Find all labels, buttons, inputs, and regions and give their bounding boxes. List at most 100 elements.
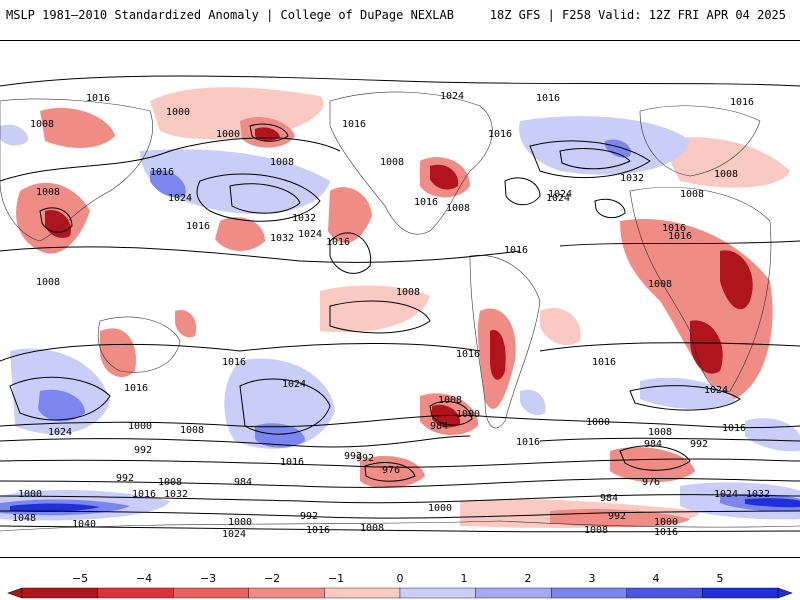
anomaly-area <box>255 423 305 448</box>
colorbar-tick-label: 2 <box>525 572 532 585</box>
isobar <box>329 232 372 274</box>
europe-outline <box>639 105 761 177</box>
isobar-label: 992 <box>356 453 374 464</box>
colorbar-min-arrow <box>7 587 23 599</box>
isobar-label: 1024 <box>548 189 572 200</box>
isobar-label: 1016 <box>86 93 110 104</box>
isobar <box>0 246 521 263</box>
colorbar-tick-label: 3 <box>589 572 596 585</box>
colorbar-max-arrow <box>777 587 793 599</box>
colorbar-bands <box>7 587 793 599</box>
isobar-label: 1016 <box>654 527 678 538</box>
isobar-label: 1016 <box>516 437 540 448</box>
anomaly-area <box>100 328 136 378</box>
isobar-label: 1016 <box>592 357 616 368</box>
anomaly-area <box>38 389 85 422</box>
colorbar-legend: −5 −4 −3 −2 −1 0 1 2 3 4 5 <box>0 566 800 600</box>
anomaly-area <box>660 137 790 188</box>
colorbar-ticks: −5 −4 −3 −2 −1 0 1 2 3 4 5 <box>72 572 724 585</box>
isobar <box>539 342 800 352</box>
anomaly-area <box>519 116 690 175</box>
isobar <box>629 385 741 411</box>
isobar <box>0 414 800 429</box>
isobar <box>0 510 800 519</box>
isobar-label: 1024 <box>714 489 738 500</box>
model-run-label: 18Z GFS | F258 Valid: 12Z FRI APR 04 202… <box>489 8 786 22</box>
isobar-label: 1008 <box>180 425 204 436</box>
isobar-label: 1016 <box>280 457 304 468</box>
colorbar-band <box>21 587 98 599</box>
isobar-label: 992 <box>344 451 362 462</box>
anomaly-area <box>605 139 631 158</box>
isobar-label: 1008 <box>36 277 60 288</box>
isobar-label: 1016 <box>722 423 746 434</box>
anomaly-area <box>328 187 372 243</box>
isobar-label: 992 <box>300 511 318 522</box>
antarctica-outline <box>0 520 800 532</box>
isobar-label: 1008 <box>270 157 294 168</box>
isobar-label: 1016 <box>132 489 156 500</box>
north-america-outline <box>329 91 493 235</box>
isobar <box>559 240 800 247</box>
isobar-label: 1008 <box>648 427 672 438</box>
isobar <box>9 376 111 421</box>
colorbar-band <box>248 587 325 599</box>
isobar <box>39 207 73 233</box>
colorbar-tick-label: 5 <box>717 572 724 585</box>
isobar <box>196 173 321 222</box>
isobar-label: 1024 <box>440 91 464 102</box>
coastlines <box>0 91 800 532</box>
isobar-label: 984 <box>430 421 448 432</box>
isobar-label: 1016 <box>488 129 512 140</box>
isobar-label: 1000 <box>166 107 190 118</box>
isobar-label: 1024 <box>222 529 246 540</box>
isobar <box>0 137 341 182</box>
australia-outline <box>97 316 181 373</box>
isobar <box>0 477 800 488</box>
anomaly-area <box>430 164 459 190</box>
isobar-label: 1000 <box>216 129 240 140</box>
isobar <box>529 140 651 178</box>
africa-outline <box>629 186 772 392</box>
colorbar-tick-label: 4 <box>653 572 660 585</box>
isobar-label: 1016 <box>150 167 174 178</box>
isobar-contours <box>0 75 800 533</box>
colorbar-tick-label: −1 <box>328 572 344 585</box>
colorbar-tick-label: 0 <box>397 572 404 585</box>
anomaly-area <box>140 149 330 214</box>
colorbar-band <box>551 587 628 599</box>
isobar-label: 1008 <box>584 525 608 536</box>
isobar-label: 1016 <box>326 237 350 248</box>
isobar <box>0 343 481 362</box>
colorbar-tick-label: −4 <box>136 572 152 585</box>
isobar-label: 1016 <box>222 357 246 368</box>
isobar-label: 992 <box>134 445 152 456</box>
isobar-label: 1000 <box>654 517 678 528</box>
isobar-label: 1016 <box>342 119 366 130</box>
isobar-label: 1008 <box>360 523 384 534</box>
isobar <box>539 437 800 442</box>
asia-outline <box>0 98 153 242</box>
anomaly-area <box>320 285 430 333</box>
isobar-label: 1016 <box>668 231 692 242</box>
colorbar-tick-label: −3 <box>200 572 216 585</box>
isobar <box>229 183 301 214</box>
colorbar-band <box>399 587 476 599</box>
isobar-label: 1032 <box>620 173 644 184</box>
anomaly-area <box>490 330 506 380</box>
negative-anomaly-layer <box>16 87 790 528</box>
anomaly-area <box>745 418 800 452</box>
isobar-label: 1016 <box>124 383 148 394</box>
isobar <box>239 378 331 435</box>
isobar-label: 1000 <box>428 503 452 514</box>
isobar-label: 1000 <box>128 421 152 432</box>
isobar-label: 1008 <box>158 477 182 488</box>
isobar-label: 1032 <box>164 489 188 500</box>
isobar-label: 984 <box>234 477 252 488</box>
isobar-label: 1016 <box>536 93 560 104</box>
isobar-labels: 1016 1008 1000 1016 1008 1024 1032 1016 … <box>12 91 770 540</box>
colorbar-band <box>324 587 401 599</box>
isobar-label: 1016 <box>662 223 686 234</box>
anomaly-area <box>215 217 265 251</box>
isobar <box>429 401 473 426</box>
